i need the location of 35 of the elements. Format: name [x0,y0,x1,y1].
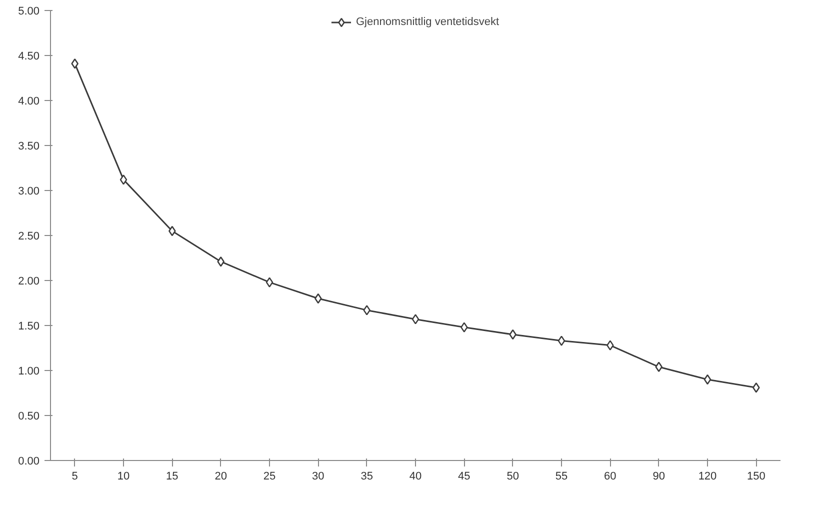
x-tick-label: 30 [312,470,324,482]
y-tick-label: 3.00 [18,186,40,198]
point [412,314,420,324]
y-tick-label: 4.00 [18,96,40,108]
y-tick-label: 1.50 [18,320,40,332]
x-tick-label: 5 [72,470,78,482]
y-tick-label: 3.50 [18,140,40,152]
x-tick-label: 15 [166,470,178,482]
y-tick-label: 0.50 [18,410,40,422]
x-tick-label: 40 [409,470,422,482]
point [558,336,566,346]
point [460,322,468,332]
point [704,374,712,385]
x-tick-label: 120 [698,470,717,482]
x-tick-label: 50 [506,470,519,482]
point [363,305,370,316]
x-tick-label: 10 [117,470,130,482]
x-tick-label: 60 [604,470,616,482]
y-tick-label: 4.50 [18,50,40,62]
x-tick-label: 45 [458,470,470,482]
point [120,174,128,185]
x-tick-label: 90 [652,470,665,482]
y-tick-label: 1.00 [18,366,40,378]
x-tick-label: 150 [746,470,766,482]
y-tick-label: 2.00 [18,276,40,288]
y-tick-label: 5.00 [18,6,40,18]
legend-label: Gjennomsnittlig ventetidsvekt [356,16,500,28]
point [606,340,614,350]
x-tick-label: 55 [555,470,568,482]
x-tick-label: 20 [214,470,227,482]
x-tick-label: 25 [263,470,276,482]
y-tick-label: 2.50 [18,230,40,242]
x-tick-label: 35 [360,470,373,482]
point [266,277,274,288]
y-tick-label: 0.00 [18,456,40,468]
